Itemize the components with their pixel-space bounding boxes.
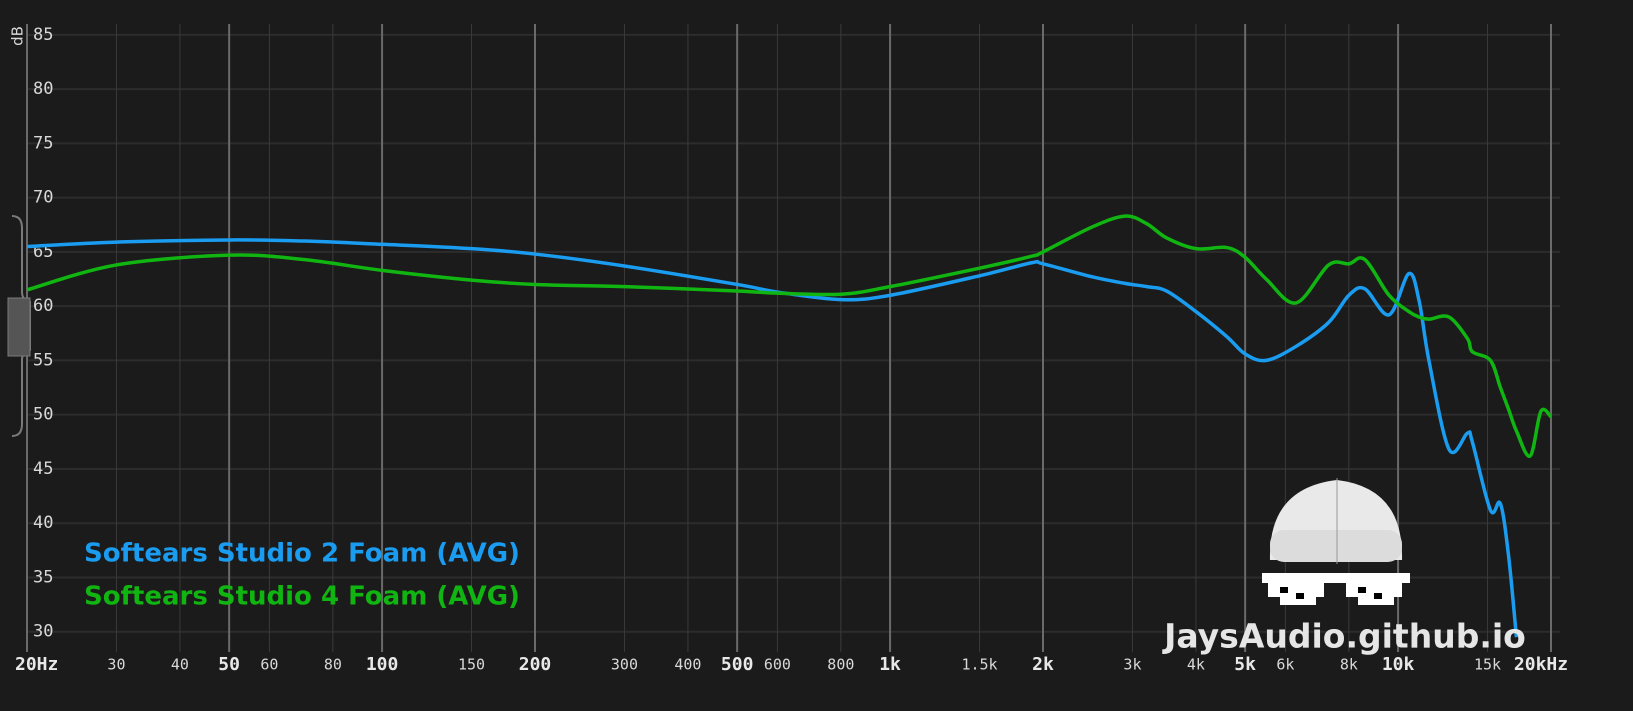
x-tick-label: 50 <box>218 654 240 675</box>
y-tick-label: 35 <box>33 567 53 587</box>
x-tick-label: 40 <box>171 656 189 674</box>
x-tick-label: 10k <box>1382 654 1415 675</box>
y-tick-label: 85 <box>33 25 53 45</box>
x-tick-label: 6k <box>1276 656 1294 674</box>
x-tick-label: 4k <box>1187 656 1205 674</box>
y-axis-label: dB <box>9 26 27 46</box>
x-tick-label: 8k <box>1340 656 1358 674</box>
x-tick-label: 20kHz <box>1514 654 1568 675</box>
legend-entry: Softears Studio 4 Foam (AVG) <box>84 582 520 612</box>
plot-lines <box>26 214 1553 638</box>
x-tick-label: 3k <box>1123 656 1141 674</box>
watermark: JaysAudio.github.io <box>1162 617 1526 656</box>
y-tick-label: 80 <box>33 79 53 99</box>
series-line <box>26 214 1553 458</box>
y-tick-label: 45 <box>33 459 53 479</box>
x-tick-label: 150 <box>458 656 485 674</box>
legend-entry: Softears Studio 2 Foam (AVG) <box>84 539 520 569</box>
x-tick-label: 800 <box>827 656 854 674</box>
legend: Softears Studio 2 Foam (AVG) Softears Stu… <box>84 539 520 612</box>
x-tick-label: 500 <box>721 654 754 675</box>
x-tick-label: 2k <box>1032 654 1054 675</box>
x-tick-label: 20Hz <box>15 654 58 675</box>
x-tick-label: 400 <box>674 656 701 674</box>
x-tick-label: 100 <box>366 654 399 675</box>
x-tick-label: 30 <box>107 656 125 674</box>
y-tick-label: 55 <box>33 350 53 370</box>
y-tick-label: 40 <box>33 513 53 533</box>
scale-handle-grip[interactable] <box>7 297 31 357</box>
y-tick-label: 70 <box>33 188 53 208</box>
x-tick-label: 600 <box>764 656 791 674</box>
x-tick-label: 200 <box>519 654 552 675</box>
y-tick-label: 60 <box>33 296 53 316</box>
x-tick-label: 5k <box>1234 654 1256 675</box>
y-tick-label: 50 <box>33 405 53 425</box>
watermark-icon <box>1262 478 1410 605</box>
x-tick-label: 1k <box>879 654 901 675</box>
x-tick-label: 15k <box>1474 656 1501 674</box>
x-tick-label: 1.5k <box>961 656 997 674</box>
x-tick-label: 60 <box>260 656 278 674</box>
x-tick-label: 80 <box>324 656 342 674</box>
y-tick-label: 30 <box>33 622 53 642</box>
y-tick-label: 75 <box>33 133 53 153</box>
x-tick-label: 300 <box>611 656 638 674</box>
series-line <box>26 238 1519 638</box>
